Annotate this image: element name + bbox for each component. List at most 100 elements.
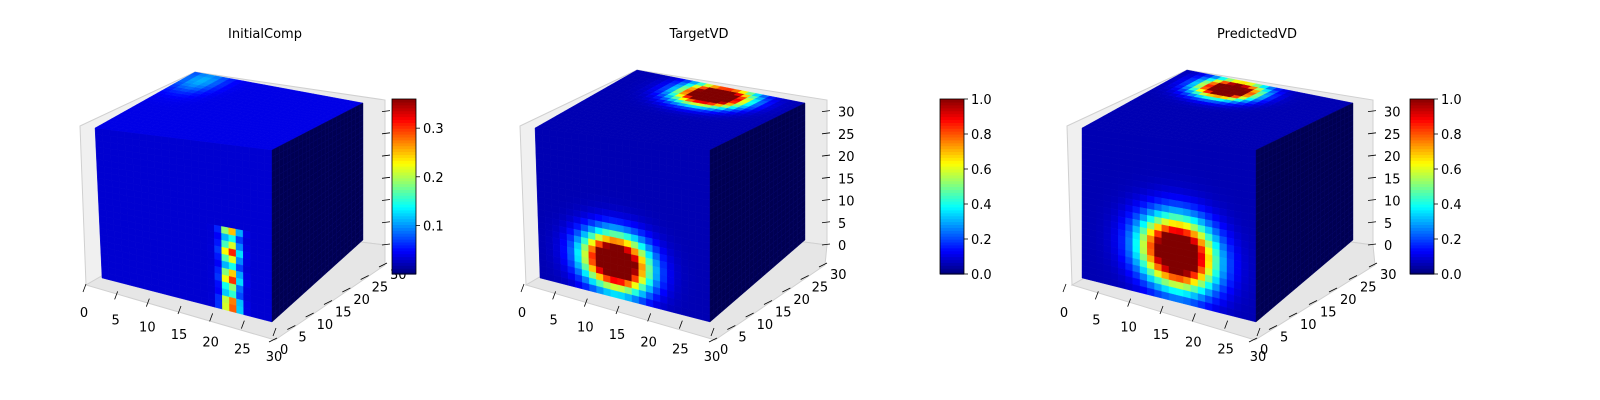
voxel-front <box>680 153 689 162</box>
voxel-front <box>235 173 243 182</box>
voxel-front <box>695 169 703 178</box>
colorbar-segment <box>940 131 964 135</box>
voxel-front <box>680 167 689 176</box>
voxel-front <box>227 144 236 153</box>
voxel-front <box>600 142 609 151</box>
voxel-front <box>666 158 674 167</box>
voxel-front <box>673 166 682 175</box>
voxel-front <box>1248 155 1257 165</box>
voxel-front <box>257 162 265 171</box>
colorbar-segment <box>392 262 416 266</box>
colorbar-segment <box>940 142 964 147</box>
voxel-front <box>1147 162 1155 171</box>
colorbar-segment <box>940 154 964 158</box>
voxel-front <box>257 197 265 207</box>
voxel-front <box>695 147 703 157</box>
voxel-front <box>1197 149 1206 158</box>
voxel-front <box>608 156 616 165</box>
panel-initialcomp: InitialComp 0 5 10 15 20 25 30 0 5 10 15 20 25 30 0.1 0… <box>0 0 520 400</box>
voxel-front <box>673 159 682 168</box>
voxel-front <box>176 144 184 153</box>
voxel-front <box>102 134 111 143</box>
voxel-front <box>95 134 104 142</box>
colorbar-segment <box>392 166 416 170</box>
colorbar-segment <box>940 259 964 263</box>
colorbar-segment <box>940 139 964 144</box>
colorbar-segment <box>392 171 416 176</box>
voxel-front <box>578 146 587 155</box>
voxel-front <box>1110 144 1119 153</box>
colorbar-segment <box>392 204 416 208</box>
voxel-front <box>175 137 184 146</box>
voxel-front <box>176 164 185 173</box>
voxel-front <box>1081 134 1090 142</box>
colorbar: 0.00.20.40.60.81.0 <box>939 93 992 283</box>
colorbar-segment <box>392 119 416 123</box>
colorbar-segment <box>940 134 964 138</box>
x-tick-label: 20 <box>640 335 657 350</box>
colorbar-segment <box>940 221 964 226</box>
voxel-front <box>227 172 236 181</box>
voxel-side <box>800 233 806 244</box>
colorbar-segment <box>940 183 964 188</box>
voxel-front <box>637 154 645 163</box>
voxel-front <box>1205 157 1213 166</box>
voxel-front <box>607 150 616 159</box>
colorbar-segment <box>392 160 416 164</box>
voxel-front <box>220 143 229 152</box>
voxel-front <box>1183 147 1191 156</box>
voxel-front <box>1205 143 1213 152</box>
colorbar-segment <box>392 227 416 231</box>
voxel-front <box>586 147 594 156</box>
colorbar-segment <box>940 107 964 112</box>
x-tick-mark <box>209 313 214 322</box>
voxel-front <box>257 147 265 157</box>
voxel-front <box>680 181 689 190</box>
voxel-front <box>535 134 543 142</box>
colorbar-segment <box>392 192 416 196</box>
colorbar-segment <box>940 244 964 249</box>
voxel-front <box>191 159 199 169</box>
voxel-front <box>1103 136 1112 145</box>
voxel-front <box>168 136 177 145</box>
voxel-front <box>666 178 675 188</box>
colorbar-segment <box>940 250 964 255</box>
voxel-front <box>1226 153 1235 162</box>
colorbar-segment <box>392 218 416 223</box>
colorbar-tick-label: 0.2 <box>971 233 992 248</box>
voxel-front <box>1197 156 1206 165</box>
voxel-front <box>1219 152 1228 161</box>
colorbar-segment <box>392 136 416 141</box>
voxel-front <box>264 198 273 208</box>
y-tick-label: 5 <box>738 331 746 346</box>
colorbar-segment <box>940 177 964 182</box>
voxel-front <box>131 138 140 147</box>
colorbar-tick-label: 0.3 <box>423 122 444 137</box>
voxel-front <box>1154 163 1162 172</box>
voxel-front <box>680 188 689 197</box>
voxel-front <box>249 182 258 191</box>
voxel-front <box>131 132 140 141</box>
colorbar-segment <box>392 139 416 144</box>
x-tick-mark <box>710 327 715 337</box>
voxel-front <box>1241 197 1249 207</box>
colorbar-segment <box>392 128 416 132</box>
voxel-front <box>673 173 682 182</box>
colorbar-segment <box>392 154 416 158</box>
voxel-front <box>1168 145 1177 154</box>
voxel-front <box>1168 158 1177 168</box>
y-tick-mark <box>305 312 314 318</box>
colorbar-segment <box>940 163 964 167</box>
voxel-front <box>264 177 273 187</box>
colorbar-segment <box>940 209 964 214</box>
voxel-front <box>227 151 236 160</box>
voxel-front <box>227 158 236 167</box>
voxel-front <box>183 145 192 154</box>
colorbar-segment <box>392 113 416 118</box>
voxel-front <box>1081 140 1090 149</box>
x-tick-label: 5 <box>112 313 120 328</box>
colorbar-segment <box>392 151 416 156</box>
voxel-front <box>198 160 207 170</box>
voxel-front <box>1125 152 1133 161</box>
